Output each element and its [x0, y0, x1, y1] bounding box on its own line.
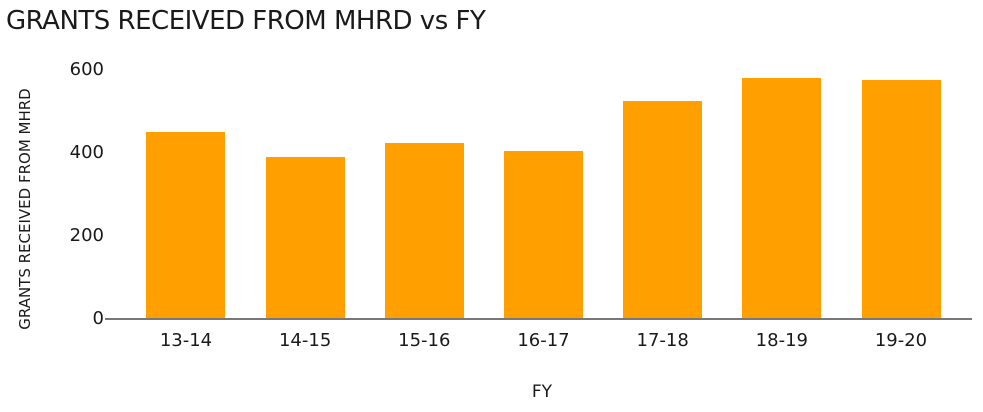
- x-axis-title: FY: [531, 382, 553, 402]
- y-tick-label: 0: [92, 308, 104, 329]
- bar-14-15[interactable]: [265, 157, 345, 319]
- x-tick-label: 14-15: [278, 330, 332, 351]
- bar-16-17[interactable]: [503, 150, 583, 319]
- chart-title: GRANTS RECEIVED FROM MHRD vs FY: [6, 6, 486, 36]
- x-tick-label: 18-19: [755, 330, 808, 351]
- x-tick-label: 16-17: [517, 330, 570, 351]
- y-tick-label: 600: [69, 59, 104, 80]
- bar-13-14[interactable]: [146, 132, 226, 319]
- x-tick-label: 19-20: [874, 330, 928, 351]
- x-tick-label: 13-14: [159, 330, 213, 351]
- bar-18-19[interactable]: [742, 78, 822, 319]
- x-tick-label: 15-16: [398, 330, 451, 351]
- y-tick-label: 400: [69, 142, 104, 163]
- bar-15-16[interactable]: [384, 142, 464, 319]
- bar-17-18[interactable]: [623, 101, 703, 319]
- y-tick-label: 200: [69, 225, 104, 246]
- bar-19-20[interactable]: [861, 80, 941, 319]
- x-tick-label: 17-18: [636, 330, 689, 351]
- y-axis-title: GRANTS RECEIVED FROM MHRD: [16, 88, 34, 330]
- x-axis-line: [105, 318, 972, 320]
